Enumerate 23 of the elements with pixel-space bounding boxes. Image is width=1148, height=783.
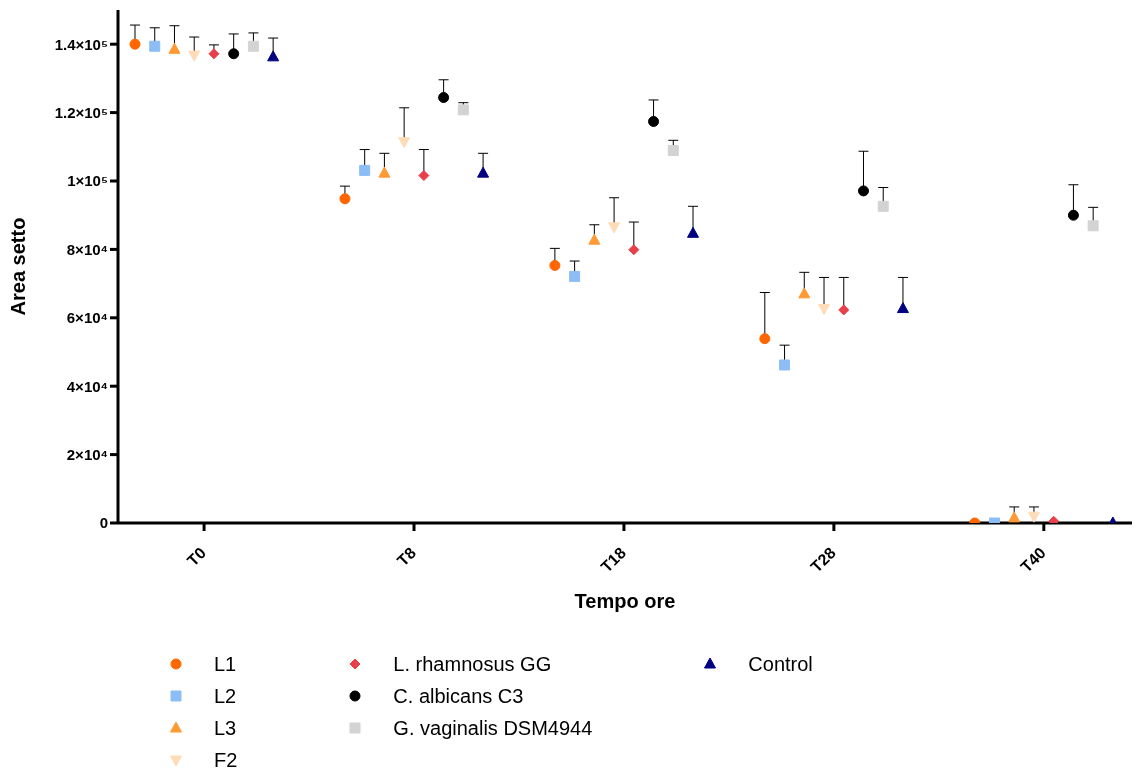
x-tick-label: T8 [393, 544, 420, 570]
legend-label: L2 [214, 684, 237, 708]
legend-label: C. albicans C3 [393, 684, 524, 708]
legend-label: F2 [214, 748, 238, 772]
y-tick-label: 4×10⁴ [66, 377, 108, 395]
y-axis-title: Area setto [7, 217, 30, 316]
y-tick-label: 1.4×10⁵ [54, 35, 108, 53]
y-tick-label: 8×10⁴ [66, 240, 108, 258]
x-tick-label: T18 [597, 544, 630, 576]
y-tick-label: 6×10⁴ [66, 309, 108, 327]
x-tick-label: T0 [183, 544, 210, 570]
y-tick-label: 0 [99, 514, 108, 532]
y-tick-label: 1.2×10⁵ [54, 103, 108, 121]
legend-label: L3 [214, 716, 237, 740]
x-tick-label: T40 [1017, 544, 1050, 576]
x-axis-title: Tempo ore [574, 590, 676, 612]
y-tick-label: 1×10⁵ [67, 172, 108, 190]
legend-label: Control [748, 652, 813, 676]
y-tick-label: 2×10⁴ [66, 445, 108, 463]
legend-label: L. rhamnosus GG [393, 652, 552, 676]
legend-label: G. vaginalis DSM4944 [393, 716, 593, 740]
x-tick-label: T28 [807, 544, 840, 576]
legend-label: L1 [214, 652, 237, 676]
